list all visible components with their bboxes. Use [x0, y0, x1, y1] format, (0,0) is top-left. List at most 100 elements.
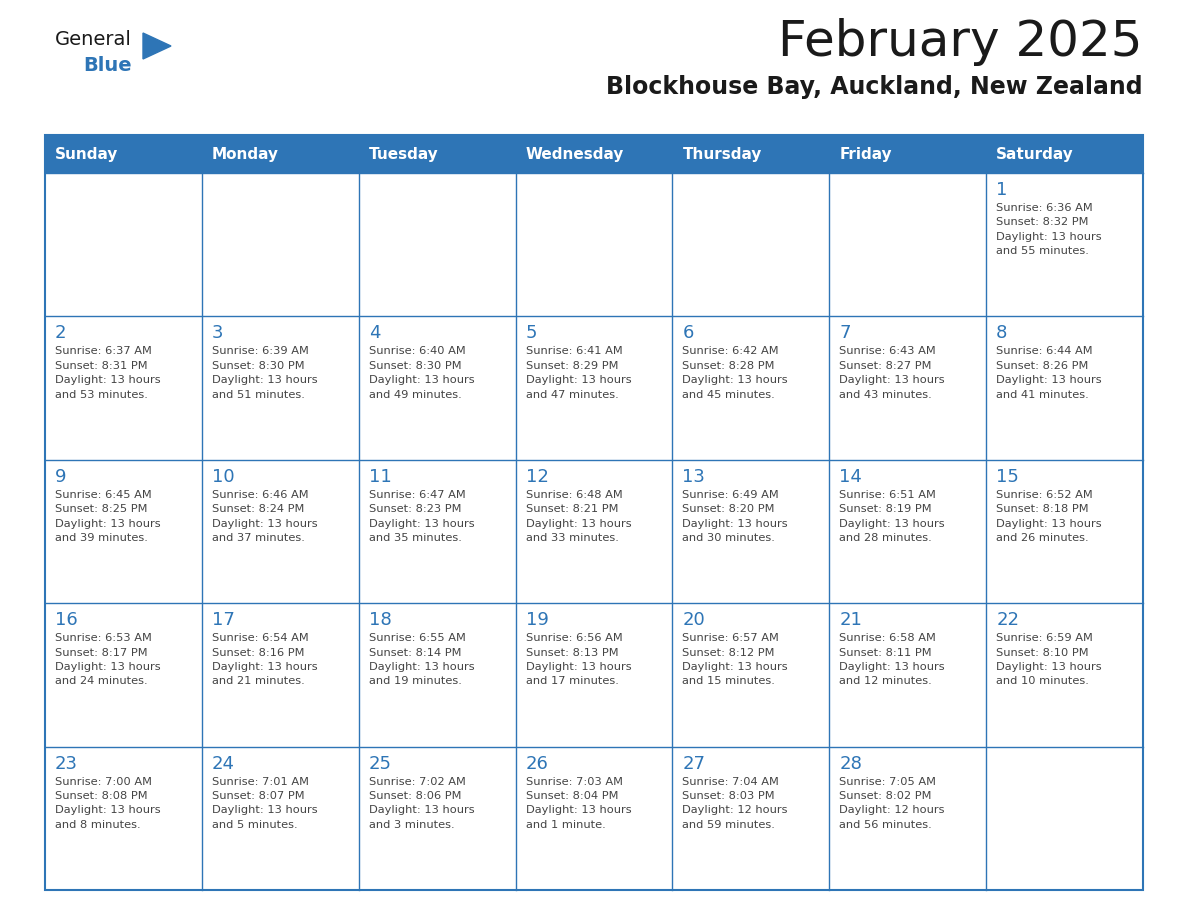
Bar	[202, 173, 359, 317]
Bar	[202, 460, 359, 603]
Text: 15: 15	[997, 468, 1019, 486]
Text: 19: 19	[525, 611, 549, 629]
Text: 21: 21	[839, 611, 862, 629]
Text: February 2025: February 2025	[778, 18, 1143, 66]
Text: 27: 27	[682, 755, 706, 773]
Bar	[45, 317, 202, 460]
Text: 7: 7	[839, 324, 851, 342]
Text: Sunrise: 6:40 AM
Sunset: 8:30 PM
Daylight: 13 hours
and 49 minutes.: Sunrise: 6:40 AM Sunset: 8:30 PM Dayligh…	[368, 346, 474, 399]
Bar	[45, 135, 1143, 890]
Bar	[202, 317, 359, 460]
Text: Sunrise: 6:43 AM
Sunset: 8:27 PM
Daylight: 13 hours
and 43 minutes.: Sunrise: 6:43 AM Sunset: 8:27 PM Dayligh…	[839, 346, 944, 399]
Text: 6: 6	[682, 324, 694, 342]
Text: Sunrise: 6:41 AM
Sunset: 8:29 PM
Daylight: 13 hours
and 47 minutes.: Sunrise: 6:41 AM Sunset: 8:29 PM Dayligh…	[525, 346, 631, 399]
Bar	[986, 173, 1143, 317]
Text: Tuesday: Tuesday	[368, 147, 438, 162]
Text: 24: 24	[211, 755, 235, 773]
Text: Sunrise: 7:03 AM
Sunset: 8:04 PM
Daylight: 13 hours
and 1 minute.: Sunrise: 7:03 AM Sunset: 8:04 PM Dayligh…	[525, 777, 631, 830]
Bar	[672, 317, 829, 460]
Bar	[672, 173, 829, 317]
Bar	[359, 460, 516, 603]
Text: Sunrise: 6:57 AM
Sunset: 8:12 PM
Daylight: 13 hours
and 15 minutes.: Sunrise: 6:57 AM Sunset: 8:12 PM Dayligh…	[682, 633, 788, 687]
Bar	[986, 460, 1143, 603]
Text: 22: 22	[997, 611, 1019, 629]
Bar	[45, 173, 202, 317]
Text: 16: 16	[55, 611, 77, 629]
Text: 3: 3	[211, 324, 223, 342]
Bar	[202, 603, 359, 746]
Text: 25: 25	[368, 755, 392, 773]
Bar	[516, 460, 672, 603]
Text: Sunrise: 6:36 AM
Sunset: 8:32 PM
Daylight: 13 hours
and 55 minutes.: Sunrise: 6:36 AM Sunset: 8:32 PM Dayligh…	[997, 203, 1101, 256]
Bar	[829, 746, 986, 890]
Bar	[359, 317, 516, 460]
Bar	[986, 603, 1143, 746]
Text: Sunrise: 6:52 AM
Sunset: 8:18 PM
Daylight: 13 hours
and 26 minutes.: Sunrise: 6:52 AM Sunset: 8:18 PM Dayligh…	[997, 490, 1101, 543]
Text: 26: 26	[525, 755, 549, 773]
Text: Sunrise: 6:58 AM
Sunset: 8:11 PM
Daylight: 13 hours
and 12 minutes.: Sunrise: 6:58 AM Sunset: 8:11 PM Dayligh…	[839, 633, 944, 687]
Text: 23: 23	[55, 755, 78, 773]
Text: 11: 11	[368, 468, 392, 486]
Text: Saturday: Saturday	[997, 147, 1074, 162]
Text: Wednesday: Wednesday	[525, 147, 624, 162]
Bar	[516, 317, 672, 460]
Text: Sunrise: 7:01 AM
Sunset: 8:07 PM
Daylight: 13 hours
and 5 minutes.: Sunrise: 7:01 AM Sunset: 8:07 PM Dayligh…	[211, 777, 317, 830]
Bar	[359, 173, 516, 317]
Bar	[45, 135, 202, 173]
Bar	[829, 603, 986, 746]
Text: 8: 8	[997, 324, 1007, 342]
Bar	[672, 603, 829, 746]
Text: 17: 17	[211, 611, 235, 629]
Text: 14: 14	[839, 468, 862, 486]
Bar	[516, 603, 672, 746]
Bar	[829, 135, 986, 173]
Text: Sunrise: 6:37 AM
Sunset: 8:31 PM
Daylight: 13 hours
and 53 minutes.: Sunrise: 6:37 AM Sunset: 8:31 PM Dayligh…	[55, 346, 160, 399]
Text: Sunrise: 6:42 AM
Sunset: 8:28 PM
Daylight: 13 hours
and 45 minutes.: Sunrise: 6:42 AM Sunset: 8:28 PM Dayligh…	[682, 346, 788, 399]
Bar	[672, 135, 829, 173]
Bar	[516, 173, 672, 317]
Bar	[45, 603, 202, 746]
Text: Friday: Friday	[839, 147, 892, 162]
Text: Sunrise: 6:46 AM
Sunset: 8:24 PM
Daylight: 13 hours
and 37 minutes.: Sunrise: 6:46 AM Sunset: 8:24 PM Dayligh…	[211, 490, 317, 543]
Text: 9: 9	[55, 468, 67, 486]
Text: Sunrise: 6:51 AM
Sunset: 8:19 PM
Daylight: 13 hours
and 28 minutes.: Sunrise: 6:51 AM Sunset: 8:19 PM Dayligh…	[839, 490, 944, 543]
Text: Sunrise: 6:53 AM
Sunset: 8:17 PM
Daylight: 13 hours
and 24 minutes.: Sunrise: 6:53 AM Sunset: 8:17 PM Dayligh…	[55, 633, 160, 687]
Bar	[359, 603, 516, 746]
Text: Sunrise: 6:48 AM
Sunset: 8:21 PM
Daylight: 13 hours
and 33 minutes.: Sunrise: 6:48 AM Sunset: 8:21 PM Dayligh…	[525, 490, 631, 543]
Text: Monday: Monday	[211, 147, 279, 162]
Text: Sunrise: 6:56 AM
Sunset: 8:13 PM
Daylight: 13 hours
and 17 minutes.: Sunrise: 6:56 AM Sunset: 8:13 PM Dayligh…	[525, 633, 631, 687]
Text: Sunrise: 6:54 AM
Sunset: 8:16 PM
Daylight: 13 hours
and 21 minutes.: Sunrise: 6:54 AM Sunset: 8:16 PM Dayligh…	[211, 633, 317, 687]
Text: Sunrise: 6:45 AM
Sunset: 8:25 PM
Daylight: 13 hours
and 39 minutes.: Sunrise: 6:45 AM Sunset: 8:25 PM Dayligh…	[55, 490, 160, 543]
Bar	[986, 746, 1143, 890]
Text: Sunrise: 6:59 AM
Sunset: 8:10 PM
Daylight: 13 hours
and 10 minutes.: Sunrise: 6:59 AM Sunset: 8:10 PM Dayligh…	[997, 633, 1101, 687]
Bar	[45, 460, 202, 603]
Bar	[45, 746, 202, 890]
Text: 28: 28	[839, 755, 862, 773]
Text: Sunrise: 7:04 AM
Sunset: 8:03 PM
Daylight: 12 hours
and 59 minutes.: Sunrise: 7:04 AM Sunset: 8:03 PM Dayligh…	[682, 777, 788, 830]
Bar	[359, 746, 516, 890]
Bar	[986, 135, 1143, 173]
Text: 12: 12	[525, 468, 549, 486]
Text: Thursday: Thursday	[682, 147, 762, 162]
Text: Sunrise: 6:47 AM
Sunset: 8:23 PM
Daylight: 13 hours
and 35 minutes.: Sunrise: 6:47 AM Sunset: 8:23 PM Dayligh…	[368, 490, 474, 543]
Bar	[829, 317, 986, 460]
Bar	[516, 746, 672, 890]
Text: 4: 4	[368, 324, 380, 342]
Polygon shape	[143, 33, 171, 59]
Bar	[672, 746, 829, 890]
Text: Blue: Blue	[83, 56, 132, 75]
Text: General: General	[55, 30, 132, 49]
Text: Sunrise: 7:00 AM
Sunset: 8:08 PM
Daylight: 13 hours
and 8 minutes.: Sunrise: 7:00 AM Sunset: 8:08 PM Dayligh…	[55, 777, 160, 830]
Text: Sunrise: 6:44 AM
Sunset: 8:26 PM
Daylight: 13 hours
and 41 minutes.: Sunrise: 6:44 AM Sunset: 8:26 PM Dayligh…	[997, 346, 1101, 399]
Text: Sunrise: 7:05 AM
Sunset: 8:02 PM
Daylight: 12 hours
and 56 minutes.: Sunrise: 7:05 AM Sunset: 8:02 PM Dayligh…	[839, 777, 944, 830]
Bar	[359, 135, 516, 173]
Text: 20: 20	[682, 611, 706, 629]
Text: Sunrise: 6:55 AM
Sunset: 8:14 PM
Daylight: 13 hours
and 19 minutes.: Sunrise: 6:55 AM Sunset: 8:14 PM Dayligh…	[368, 633, 474, 687]
Text: Sunrise: 6:39 AM
Sunset: 8:30 PM
Daylight: 13 hours
and 51 minutes.: Sunrise: 6:39 AM Sunset: 8:30 PM Dayligh…	[211, 346, 317, 399]
Text: 10: 10	[211, 468, 234, 486]
Bar	[986, 317, 1143, 460]
Bar	[202, 135, 359, 173]
Text: Sunday: Sunday	[55, 147, 119, 162]
Text: 5: 5	[525, 324, 537, 342]
Bar	[829, 173, 986, 317]
